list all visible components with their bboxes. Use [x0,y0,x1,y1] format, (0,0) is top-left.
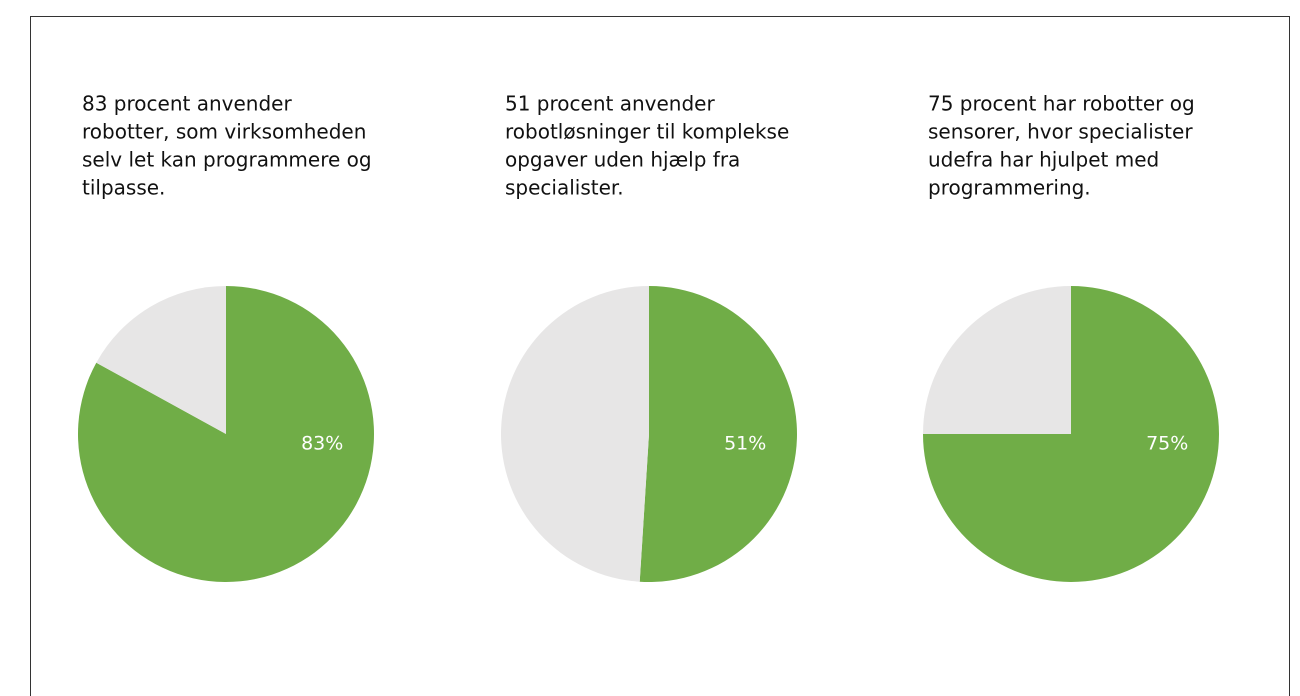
pie-slice [639,286,798,582]
chart-title-line: 51 procent anvender [505,92,715,116]
pie-slice [501,286,649,582]
chart-title-line: programmering. [928,176,1091,200]
chart-title-line: 83 procent anvender [82,92,292,116]
chart-title-line: specialister. [505,176,624,200]
chart-title-line: sensorer, hvor specialister [928,120,1193,144]
pie-slice [923,286,1071,434]
chart-title-line: tilpasse. [82,176,165,200]
chart-title-line: 75 procent har robotter og [928,92,1195,116]
data-label: 51% [724,433,766,455]
chart-title-line: opgaver uden hjælp fra [505,148,740,172]
pie-slice [96,286,226,434]
data-label: 75% [1146,433,1188,455]
chart-title-line: udefra har hjulpet med [928,148,1159,172]
chart-title-line: selv let kan programmere og [82,148,372,172]
chart-title-line: robotter, som virksomheden [82,120,366,144]
chart-title-line: robotløsninger til komplekse [505,120,789,144]
data-label: 83% [301,433,343,455]
